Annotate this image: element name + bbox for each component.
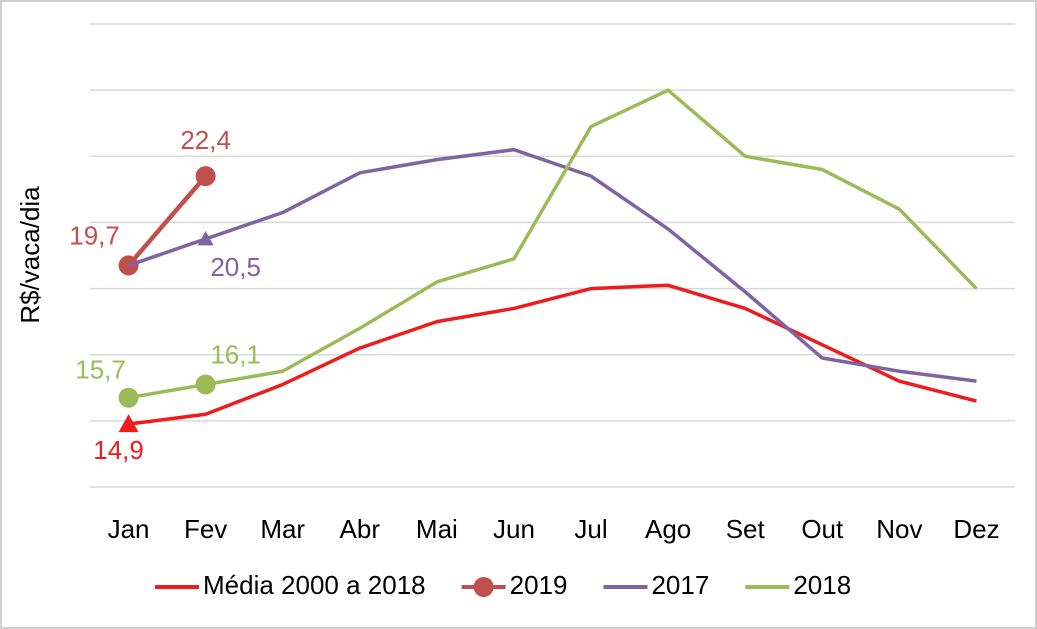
x-tick-label: Mar xyxy=(260,514,305,544)
data-label: 22,4 xyxy=(180,125,231,155)
x-tick-label: Nov xyxy=(876,514,922,544)
marker xyxy=(195,166,216,187)
legend-label: 2018 xyxy=(793,570,851,600)
x-tick-label: Dez xyxy=(953,514,999,544)
series-line xyxy=(128,88,978,400)
marker xyxy=(197,230,214,246)
marker xyxy=(118,414,139,433)
data-label: 20,5 xyxy=(210,252,261,282)
data-label: 16,1 xyxy=(210,339,261,369)
series-line xyxy=(127,147,977,383)
x-tick-label: Set xyxy=(726,514,766,544)
x-tick-label: Jan xyxy=(108,514,150,544)
data-label: 15,7 xyxy=(75,355,126,385)
x-tick-label: Jul xyxy=(574,514,607,544)
x-tick-label: Jun xyxy=(493,514,535,544)
series-line xyxy=(128,283,977,426)
x-tick-label: Mai xyxy=(416,514,458,544)
y-axis-title: R$/vaca/dia xyxy=(15,186,45,324)
x-tick-label: Out xyxy=(801,514,844,544)
x-tick-label: Fev xyxy=(184,514,227,544)
legend-marker xyxy=(473,577,494,597)
x-tick-label: Abr xyxy=(340,514,381,544)
legend-label: 2017 xyxy=(651,570,709,600)
x-tick-label: Ago xyxy=(645,514,691,544)
marker xyxy=(118,387,139,408)
legend-label: Média 2000 a 2018 xyxy=(203,570,426,600)
marker xyxy=(195,374,216,395)
legend-label: 2019 xyxy=(510,570,568,600)
data-label: 14,9 xyxy=(93,435,144,465)
data-label: 19,7 xyxy=(69,220,120,250)
series-line xyxy=(126,174,208,267)
